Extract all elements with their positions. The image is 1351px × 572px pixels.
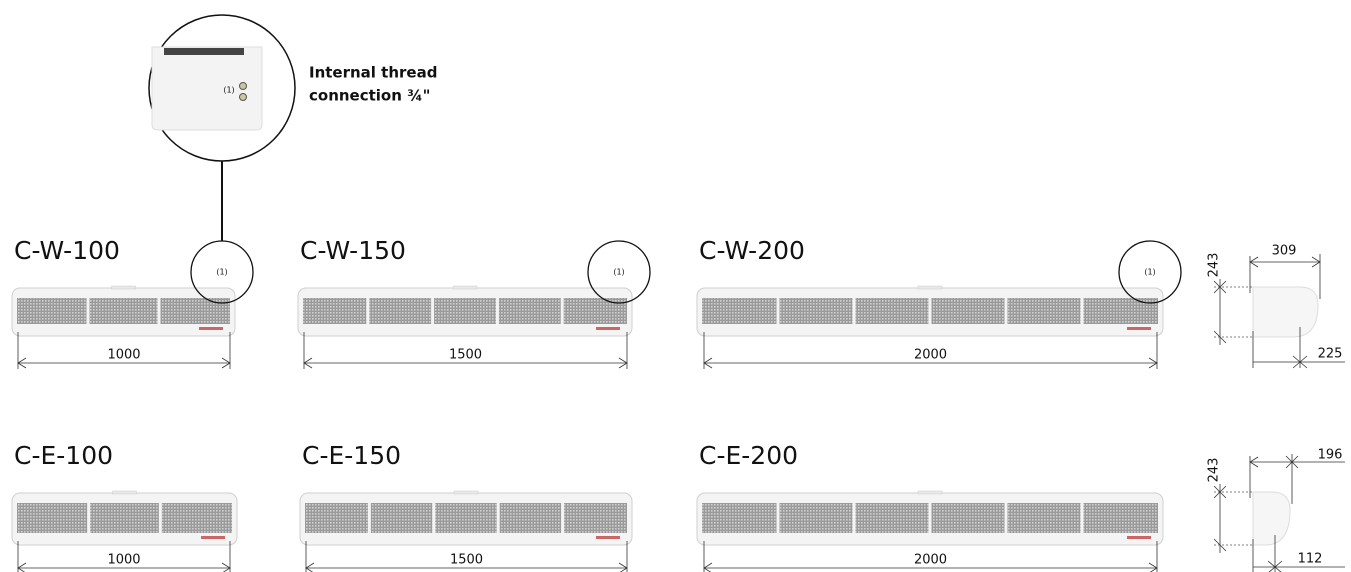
dimension-label: 1500 [449, 348, 482, 363]
grille [305, 503, 627, 533]
arrow [1311, 256, 1321, 268]
connector [239, 82, 247, 90]
marker-label: (1) [1144, 268, 1155, 277]
unit-top [112, 490, 137, 495]
grille [17, 298, 230, 324]
marker-circle [190, 240, 254, 304]
arrow [1249, 256, 1259, 268]
arrow [1285, 455, 1299, 469]
dimension-label: 1000 [107, 553, 140, 568]
marker-circle [587, 240, 651, 304]
arrow [1267, 560, 1283, 572]
grille [17, 503, 232, 533]
callout-text: connection ¾" [309, 87, 430, 105]
marker-label: (1) [216, 268, 227, 277]
callout-text: Internal thread [309, 64, 437, 82]
arrow [1292, 355, 1308, 369]
dimension-label: 1000 [107, 348, 140, 363]
dimension-label: 225 [1318, 347, 1343, 362]
unit-top [111, 285, 136, 290]
dimension-label: 1500 [450, 553, 483, 568]
arrow [618, 357, 628, 369]
height-label: 243 [1207, 458, 1222, 483]
arrow [303, 357, 313, 369]
marker-circle [1118, 240, 1182, 304]
arrow [1213, 280, 1227, 294]
logo [199, 327, 223, 330]
model-name: C-E-200 [699, 441, 798, 470]
logo [596, 327, 620, 330]
model-name: C-E-150 [302, 441, 401, 470]
arrow [221, 562, 231, 572]
arrow [17, 562, 27, 572]
dimension-label: 309 [1272, 244, 1297, 259]
dimension-label: 112 [1298, 552, 1323, 567]
arrow [618, 562, 628, 572]
arrow [221, 357, 231, 369]
detail-label: (1) [223, 86, 234, 95]
arrow [703, 562, 713, 572]
marker-label: (1) [613, 268, 624, 277]
detail-unit [151, 46, 263, 131]
side-profile [1252, 491, 1291, 546]
logo [1127, 327, 1151, 330]
model-name: C-E-100 [14, 441, 113, 470]
arrow [703, 357, 713, 369]
detail-edge [164, 48, 244, 55]
unit-top [917, 490, 943, 495]
arrow [1213, 538, 1227, 552]
model-name: C-W-200 [699, 236, 805, 265]
unit-top [453, 490, 479, 495]
logo [596, 536, 620, 539]
arrow [1148, 357, 1158, 369]
grille [303, 298, 627, 324]
logo [1127, 536, 1151, 539]
unit-top [917, 285, 943, 290]
height-label: 243 [1207, 253, 1222, 278]
arrow [1213, 330, 1227, 344]
model-name: C-W-150 [300, 236, 406, 265]
arrow [1148, 562, 1158, 572]
side-profile [1252, 286, 1319, 338]
arrow [1213, 485, 1227, 499]
arrow [305, 562, 315, 572]
dimension-label: 2000 [914, 348, 947, 363]
logo [201, 536, 225, 539]
dimension-label: 196 [1318, 448, 1343, 463]
arrow [1249, 456, 1259, 468]
model-name: C-W-100 [14, 236, 120, 265]
connector [239, 93, 247, 101]
arrow [17, 357, 27, 369]
unit-top [452, 285, 478, 290]
dimension-label: 2000 [914, 553, 947, 568]
